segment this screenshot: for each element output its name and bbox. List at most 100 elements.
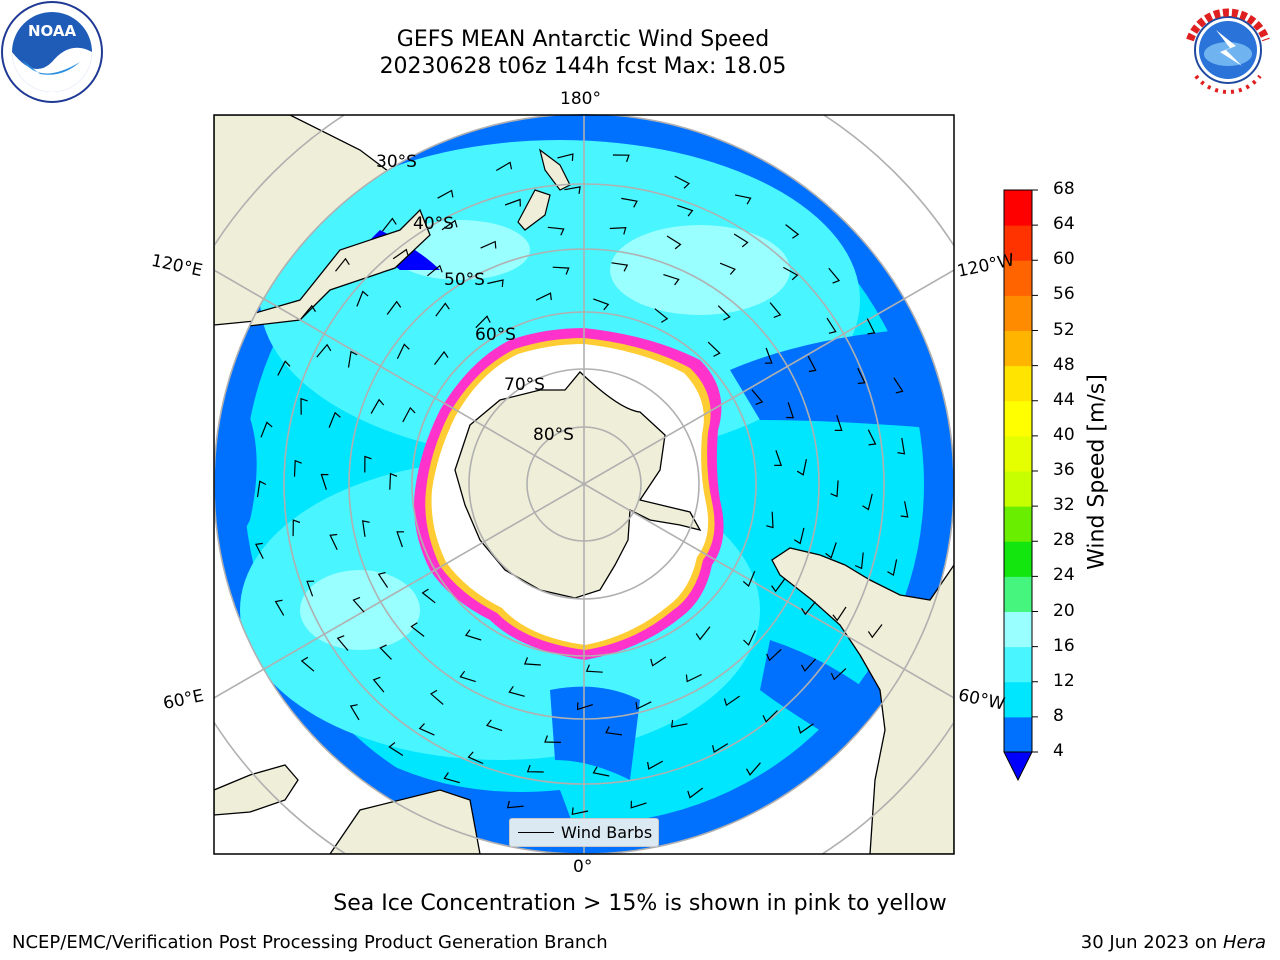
wind-barb	[783, 266, 799, 281]
colorbar-segment	[1004, 260, 1032, 296]
colorbar-tick-label: 24	[1053, 565, 1075, 586]
colorbar-segment	[1004, 576, 1032, 612]
wind-barb	[437, 189, 454, 199]
wind-barb	[335, 257, 350, 272]
wind-barb	[388, 742, 404, 757]
wind-barb	[785, 224, 800, 239]
colorbar-tick-label: 12	[1053, 670, 1075, 691]
wind-barb	[585, 664, 603, 673]
wind-barb	[508, 685, 525, 697]
wind-barb	[306, 580, 315, 597]
wind-barb	[320, 473, 329, 490]
wind-barb	[557, 153, 574, 162]
wind-barb	[854, 552, 864, 570]
wind-barb	[526, 764, 544, 773]
wind-barb	[382, 217, 397, 232]
wind-barb	[277, 360, 291, 376]
wind-barb	[609, 227, 627, 235]
wind-barb	[293, 459, 302, 477]
wind-barb	[386, 300, 402, 315]
wind-barb	[379, 644, 392, 660]
wind-barb	[523, 657, 541, 666]
wind-barb	[389, 472, 398, 490]
wind-barb	[685, 673, 702, 683]
wind-barb	[717, 305, 731, 321]
lat-label-60s: 60°S	[475, 325, 516, 345]
map-legend: Wind Barbs	[509, 818, 659, 847]
wind-barb	[611, 262, 629, 272]
colorbar-segment	[1004, 646, 1032, 683]
colorbar-segment	[1004, 471, 1032, 507]
lon-label-0: 0°	[573, 857, 593, 877]
wind-barb	[796, 458, 807, 476]
colorbar-segment	[1004, 225, 1032, 261]
wind-barb	[867, 624, 883, 639]
colorbar-tick-label: 16	[1053, 635, 1075, 656]
colorbar-segment	[1004, 541, 1032, 577]
wind-barb	[480, 240, 497, 249]
wind-barb	[486, 719, 503, 732]
wind-barb	[762, 710, 778, 723]
wind-barb	[743, 630, 756, 646]
wind-barb	[421, 588, 436, 604]
madagascar-landmass	[214, 764, 299, 816]
colorbar	[1003, 189, 1038, 782]
noaa-logo-icon: NOAA	[1, 1, 103, 103]
wind-barb	[862, 493, 873, 511]
wind-barb	[745, 762, 761, 776]
wind-barb	[475, 315, 491, 329]
wind-barb	[654, 308, 669, 323]
colorbar-tick-label: 4	[1053, 741, 1064, 761]
wind-barb	[410, 622, 425, 637]
wind-barb	[786, 402, 795, 419]
wind-barb	[364, 455, 372, 473]
wind-barb	[487, 279, 504, 288]
wind-barb	[670, 719, 688, 728]
wind-barb	[797, 723, 814, 734]
wind-barb	[769, 302, 782, 318]
wind-barb	[361, 520, 370, 537]
wind-barb	[893, 377, 904, 394]
wind-barb	[663, 274, 680, 286]
wind-barb	[356, 290, 369, 307]
chart-title: GEFS MEAN Antarctic Wind Speed	[396, 27, 770, 52]
wind-barb	[254, 542, 264, 559]
colorbar-segment	[1004, 365, 1032, 402]
colorbar-tick-label: 8	[1053, 705, 1064, 726]
wind-barb	[800, 658, 817, 672]
wind-barb	[605, 726, 623, 736]
lat-label-50s: 50°S	[444, 270, 485, 290]
wind-barb	[687, 787, 704, 799]
wind-barb	[807, 355, 817, 373]
lat-label-70s: 70°S	[504, 375, 545, 395]
wind-barb	[564, 186, 581, 194]
wind-barb	[666, 235, 682, 250]
wind-barb	[301, 304, 317, 319]
wind-barb	[328, 411, 341, 428]
svg-text:NOAA: NOAA	[28, 22, 77, 40]
colorbar-tick-label: 28	[1053, 530, 1075, 551]
wind-barb	[547, 226, 565, 236]
wind-barb	[544, 735, 562, 743]
legend-label: Wind Barbs	[561, 823, 653, 842]
colorbar-tick-label: 40	[1053, 424, 1075, 445]
lat-label-80s: 80°S	[533, 425, 574, 445]
wind-barb	[712, 743, 729, 753]
wind-barb	[832, 606, 847, 622]
wind-barb	[866, 318, 876, 335]
colorbar-segment	[1004, 681, 1032, 718]
sea-ice-layer	[414, 328, 724, 660]
colorbar-tick-label: 56	[1053, 284, 1075, 305]
wind-barb	[695, 626, 711, 641]
colorbar-tick-label: 32	[1053, 495, 1075, 516]
colorbar-segment	[1004, 435, 1032, 472]
wind-barb	[677, 204, 694, 217]
sea-ice-caption: Sea Ice Concentration > 15% is shown in …	[333, 891, 947, 916]
colorbar-segment	[1004, 400, 1032, 437]
wind-barb	[834, 415, 843, 431]
wind-barb	[427, 264, 443, 277]
wind-barb	[576, 702, 593, 711]
chart-subtitle: 20230628 t06z 144h fcst Max: 18.05	[379, 54, 787, 79]
wind-barb	[396, 343, 410, 360]
